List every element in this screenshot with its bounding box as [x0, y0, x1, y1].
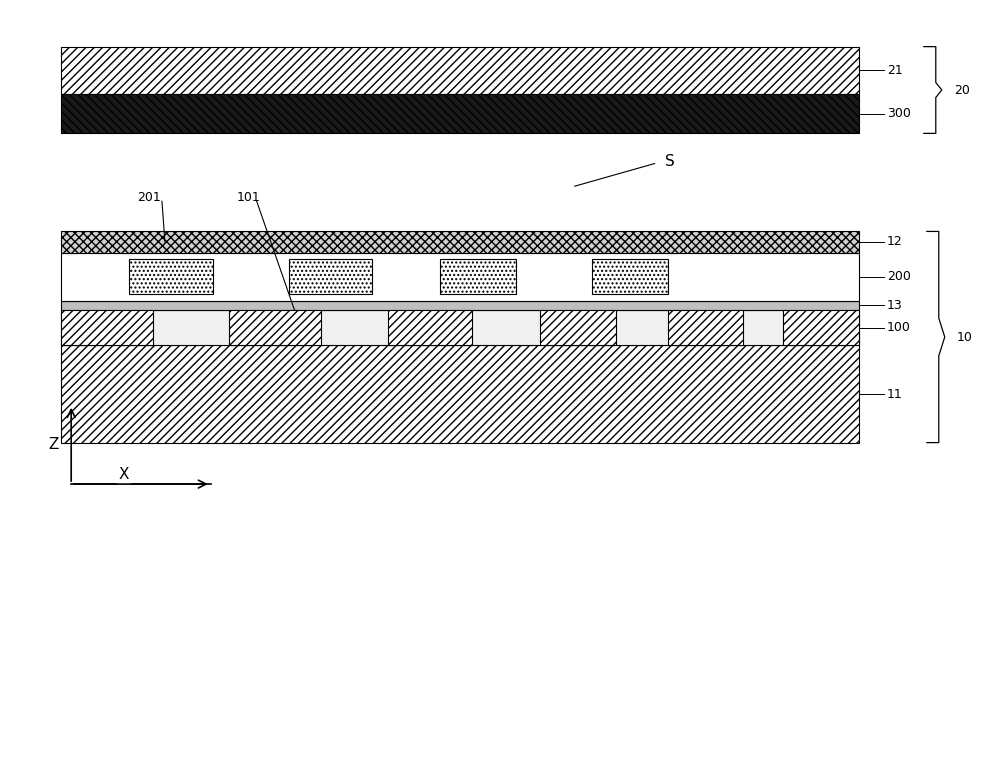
Text: 201: 201: [137, 191, 161, 204]
Bar: [61, 301, 859, 310]
Bar: [61, 345, 859, 443]
Text: 101: 101: [237, 191, 260, 204]
Text: X: X: [119, 467, 129, 481]
Bar: [388, 310, 472, 345]
Text: 20: 20: [954, 83, 970, 96]
Bar: [61, 47, 859, 95]
Bar: [61, 310, 153, 345]
Bar: [668, 310, 743, 345]
Bar: [61, 95, 859, 133]
Text: 10: 10: [957, 331, 973, 344]
Bar: [129, 260, 213, 294]
Text: 100: 100: [887, 321, 911, 334]
Text: S: S: [665, 154, 674, 169]
Bar: [289, 260, 372, 294]
Bar: [592, 260, 668, 294]
Text: 21: 21: [887, 64, 903, 77]
Bar: [783, 310, 859, 345]
Bar: [61, 310, 859, 345]
Bar: [540, 310, 616, 345]
Text: 12: 12: [887, 235, 903, 248]
Bar: [61, 253, 859, 301]
Text: 11: 11: [887, 388, 903, 400]
Bar: [61, 232, 859, 253]
Bar: [229, 310, 320, 345]
Text: Z: Z: [48, 437, 58, 452]
Bar: [440, 260, 516, 294]
Text: 200: 200: [887, 270, 911, 283]
Text: 13: 13: [887, 299, 903, 312]
Text: 300: 300: [887, 107, 911, 120]
